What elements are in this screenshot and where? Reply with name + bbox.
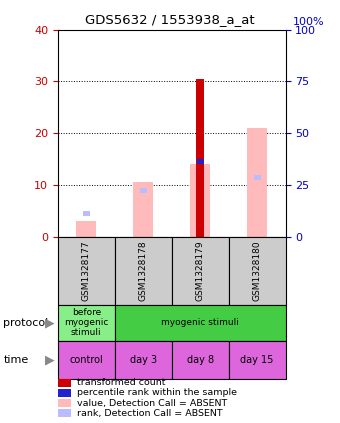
Text: protocol: protocol bbox=[3, 318, 49, 327]
Text: GSM1328178: GSM1328178 bbox=[139, 240, 148, 301]
Text: ▶: ▶ bbox=[45, 353, 54, 366]
Text: percentile rank within the sample: percentile rank within the sample bbox=[76, 388, 237, 398]
Text: ▶: ▶ bbox=[45, 316, 54, 329]
Bar bbox=[197, 159, 204, 164]
Text: GDS5632 / 1553938_a_at: GDS5632 / 1553938_a_at bbox=[85, 13, 255, 25]
Text: myogenic stimuli: myogenic stimuli bbox=[161, 318, 239, 327]
Text: day 15: day 15 bbox=[240, 354, 274, 365]
Text: before
myogenic
stimuli: before myogenic stimuli bbox=[64, 308, 108, 338]
Text: transformed count: transformed count bbox=[76, 378, 165, 387]
Text: day 3: day 3 bbox=[130, 354, 157, 365]
Text: value, Detection Call = ABSENT: value, Detection Call = ABSENT bbox=[76, 398, 227, 408]
Text: control: control bbox=[69, 354, 103, 365]
Text: GSM1328177: GSM1328177 bbox=[82, 240, 91, 301]
Bar bbox=[254, 175, 260, 180]
Bar bbox=[76, 221, 96, 237]
Bar bbox=[197, 157, 204, 162]
Text: rank, Detection Call = ABSENT: rank, Detection Call = ABSENT bbox=[76, 409, 222, 418]
Bar bbox=[197, 79, 204, 237]
Bar bbox=[133, 182, 153, 237]
Text: GSM1328180: GSM1328180 bbox=[253, 240, 261, 301]
Text: GSM1328179: GSM1328179 bbox=[196, 240, 205, 301]
Bar bbox=[247, 128, 267, 237]
Bar bbox=[83, 211, 90, 216]
Bar bbox=[140, 188, 147, 193]
Bar bbox=[190, 164, 210, 237]
Text: 100%: 100% bbox=[292, 17, 324, 27]
Text: day 8: day 8 bbox=[187, 354, 214, 365]
Text: time: time bbox=[3, 354, 29, 365]
